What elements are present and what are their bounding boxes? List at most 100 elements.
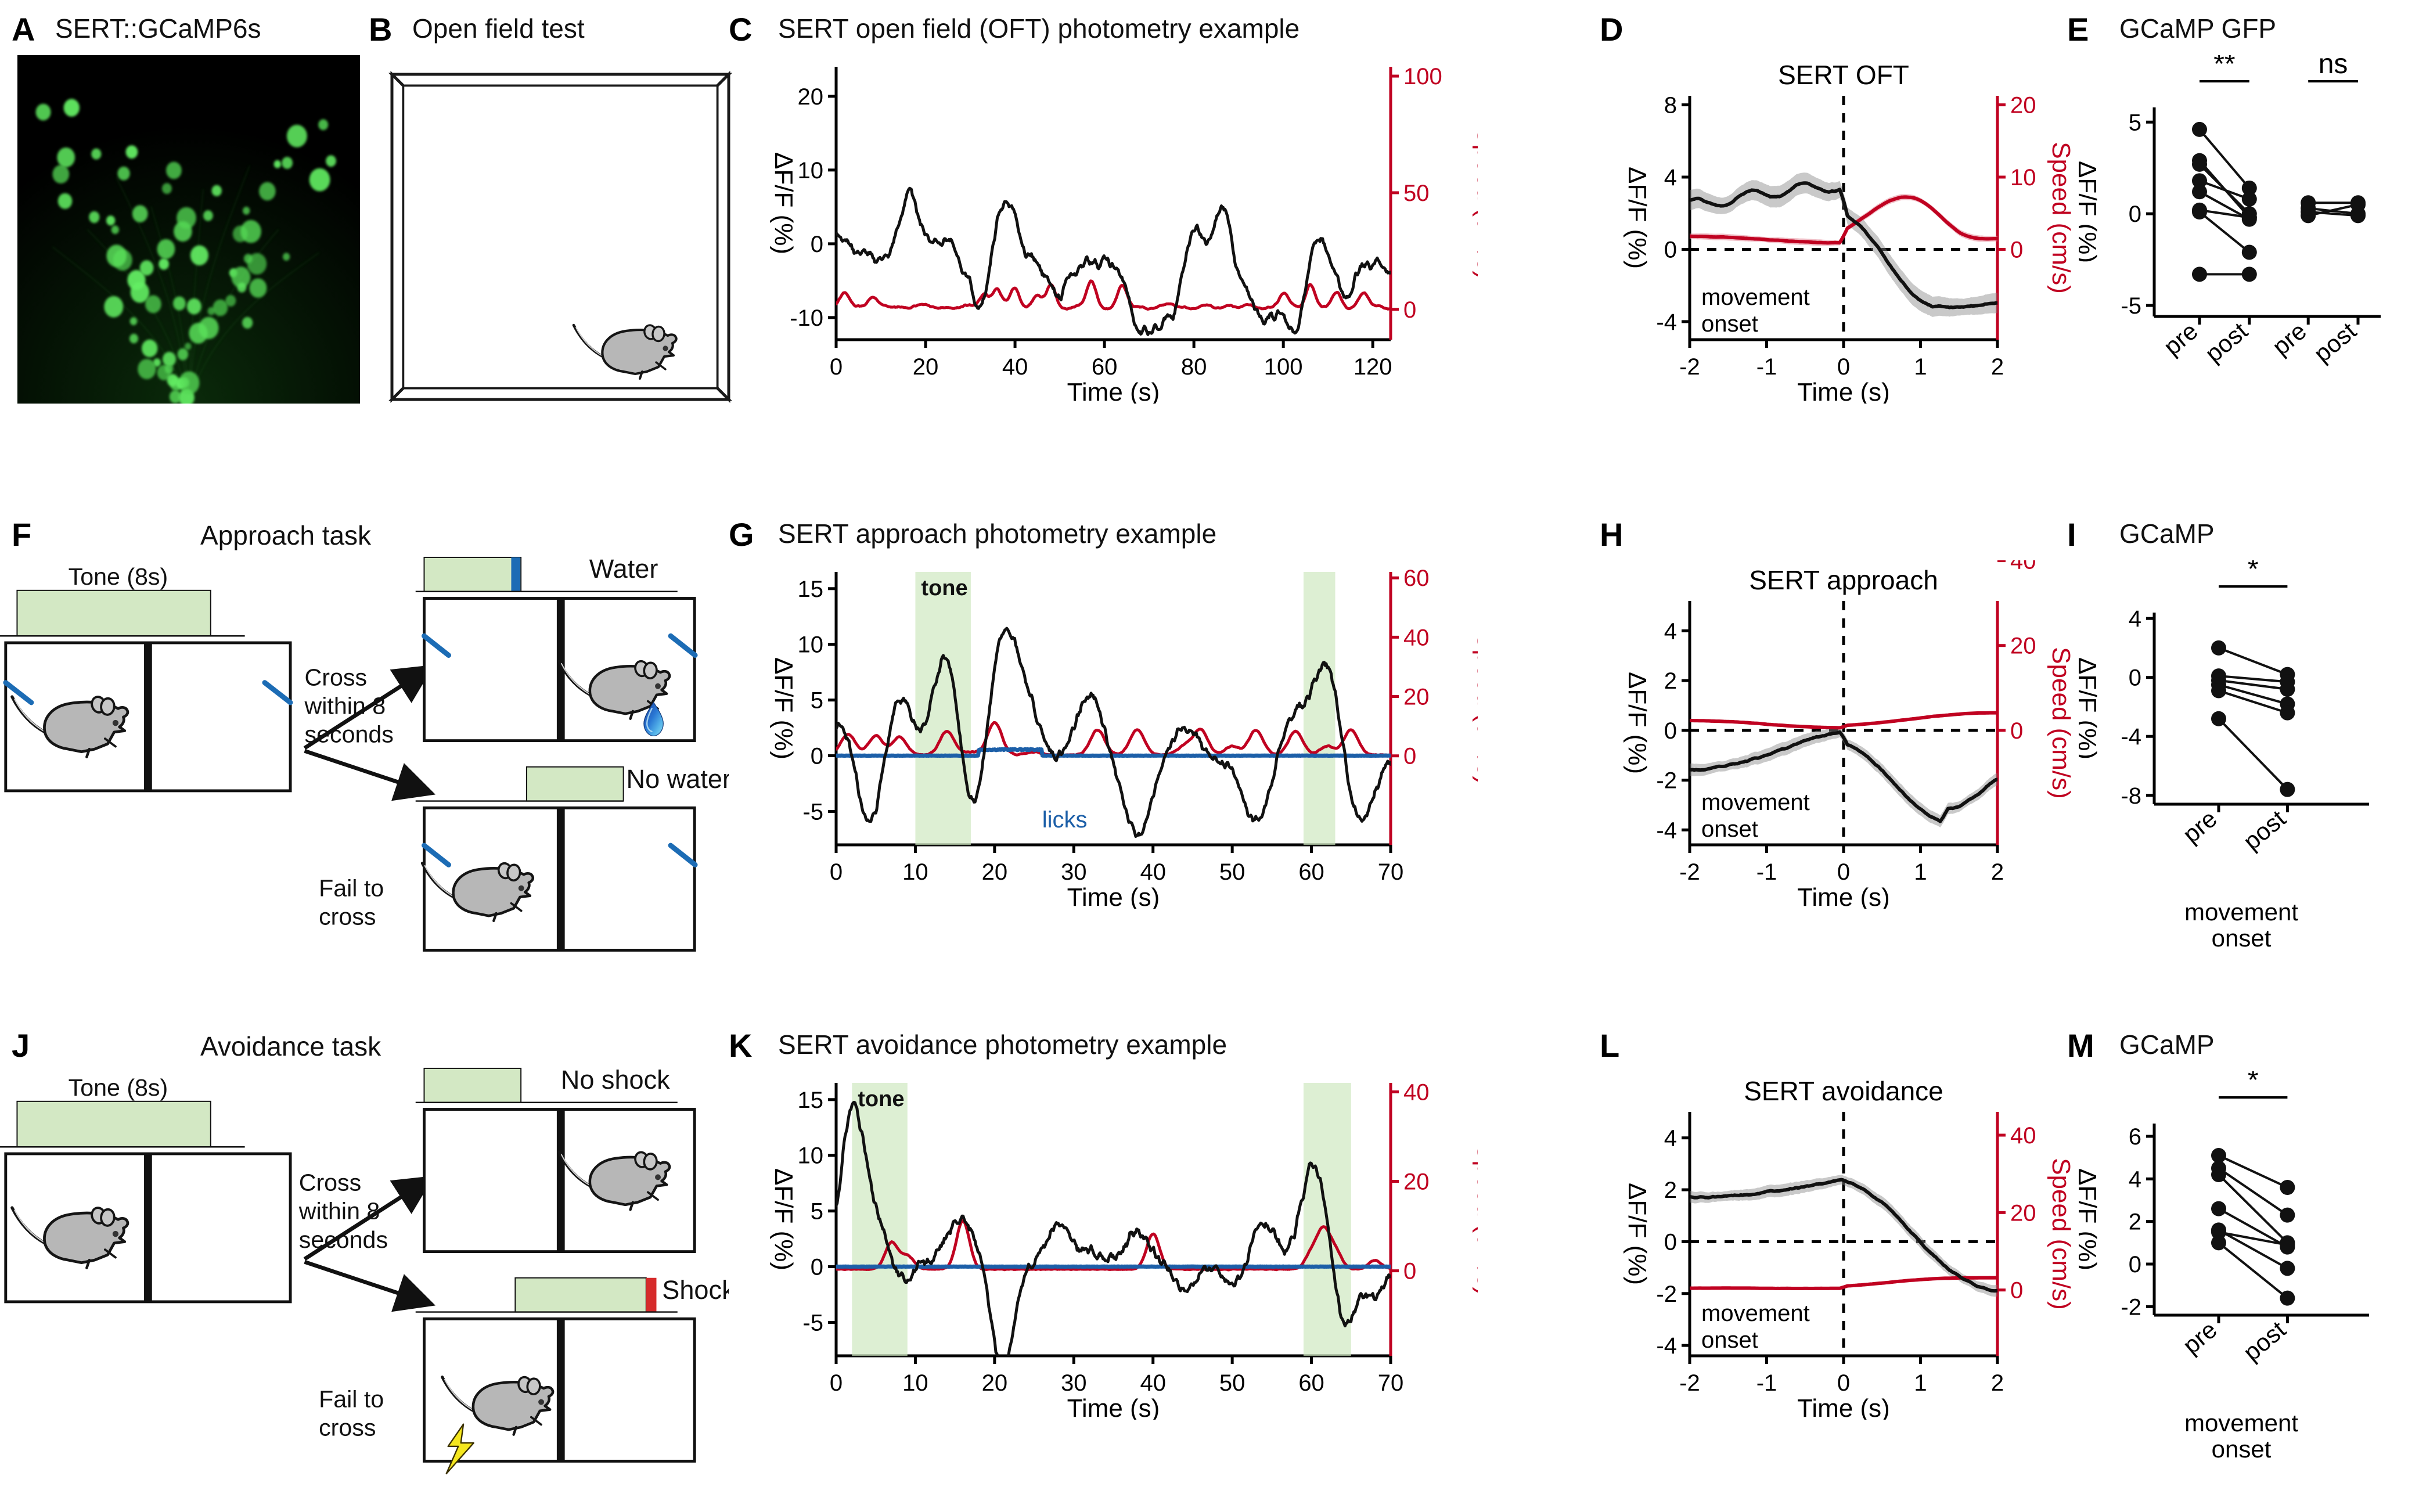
svg-text:movement: movement (2184, 1409, 2298, 1437)
svg-text:-2: -2 (1679, 859, 1700, 885)
svg-text:40: 40 (2010, 560, 2036, 574)
svg-text:60: 60 (1403, 566, 1430, 591)
svg-text:Speed (cm/s): Speed (cm/s) (2047, 647, 2075, 799)
svg-text:5: 5 (811, 1199, 823, 1225)
svg-text:onset: onset (1701, 311, 1758, 337)
svg-text:Speed (cm/s): Speed (cm/s) (1472, 1143, 1478, 1295)
svg-text:pre: pre (2177, 1316, 2222, 1359)
svg-text:20: 20 (1403, 685, 1430, 710)
svg-text:50: 50 (1219, 859, 1246, 885)
svg-text:2: 2 (1991, 1370, 2004, 1396)
svg-text:0: 0 (2129, 1252, 2141, 1277)
svg-text:-2: -2 (2121, 1294, 2141, 1320)
svg-text:Cross: Cross (305, 664, 367, 691)
svg-text:post: post (2200, 317, 2253, 368)
svg-text:Water: Water (589, 554, 658, 584)
svg-text:0: 0 (1664, 237, 1677, 262)
svg-text:40: 40 (1403, 625, 1430, 650)
svg-text:Time (s): Time (s) (1797, 1394, 1890, 1420)
svg-text:0: 0 (830, 1370, 843, 1396)
svg-text:-4: -4 (1656, 1333, 1677, 1359)
svg-text:ΔF/F (%): ΔF/F (%) (2079, 1168, 2101, 1270)
svg-text:ΔF/F (%): ΔF/F (%) (769, 1168, 798, 1270)
svg-text:0: 0 (811, 1255, 823, 1280)
svg-text:100: 100 (1403, 64, 1442, 89)
svg-text:Time (s): Time (s) (1067, 1394, 1160, 1420)
svg-text:4: 4 (2129, 1167, 2141, 1192)
svg-text:100: 100 (1264, 354, 1303, 380)
svg-text:1: 1 (1914, 859, 1927, 885)
svg-text:pre: pre (2177, 805, 2222, 848)
svg-text:-2: -2 (1679, 354, 1700, 380)
svg-text:No shock: No shock (561, 1065, 670, 1095)
svg-text:movement: movement (1701, 790, 1810, 815)
svg-text:40: 40 (2010, 1123, 2036, 1149)
svg-text:20: 20 (913, 354, 939, 380)
svg-text:0: 0 (1403, 1259, 1416, 1284)
svg-text:10: 10 (798, 158, 824, 183)
svg-text:5: 5 (811, 688, 823, 714)
svg-text:0: 0 (811, 744, 823, 769)
svg-text:60: 60 (1092, 354, 1118, 380)
svg-text:1: 1 (1914, 1370, 1927, 1396)
svg-text:post: post (2238, 1316, 2291, 1366)
svg-text:50: 50 (1403, 181, 1430, 206)
svg-text:-2: -2 (1656, 768, 1677, 794)
svg-text:ns: ns (2319, 55, 2348, 80)
svg-text:4: 4 (1664, 618, 1677, 644)
svg-text:licks: licks (1042, 807, 1088, 833)
svg-text:onset: onset (2212, 924, 2272, 952)
svg-text:0: 0 (1403, 744, 1416, 769)
svg-text:8: 8 (1664, 93, 1677, 118)
svg-text:-1: -1 (1756, 354, 1777, 380)
svg-text:30: 30 (1061, 859, 1087, 885)
svg-text:-5: -5 (802, 799, 823, 825)
svg-text:-4: -4 (1656, 818, 1677, 843)
svg-text:0: 0 (2010, 237, 2023, 262)
svg-text:**: ** (2213, 55, 2235, 80)
svg-text:-2: -2 (1679, 1370, 1700, 1396)
svg-text:2: 2 (2129, 1209, 2141, 1235)
svg-text:0: 0 (1837, 859, 1850, 885)
svg-text:-5: -5 (802, 1310, 823, 1335)
svg-text:post: post (2309, 317, 2362, 368)
svg-text:80: 80 (1181, 354, 1207, 380)
svg-text:10: 10 (2010, 165, 2036, 190)
svg-text:4: 4 (1664, 165, 1677, 190)
svg-text:onset: onset (1701, 816, 1758, 842)
svg-text:60: 60 (1298, 1370, 1324, 1396)
svg-text:pre: pre (2158, 317, 2203, 361)
svg-text:-4: -4 (2121, 724, 2141, 750)
svg-text:ΔF/F (%): ΔF/F (%) (769, 657, 798, 759)
svg-text:Speed (cm/s): Speed (cm/s) (2047, 142, 2075, 294)
svg-text:movement: movement (1701, 285, 1810, 310)
svg-text:-8: -8 (2121, 783, 2141, 809)
svg-text:5: 5 (2129, 110, 2141, 135)
svg-text:SERT approach: SERT approach (1749, 565, 1938, 595)
svg-text:0: 0 (2010, 718, 2023, 744)
svg-text:0: 0 (2129, 201, 2141, 227)
svg-text:Time (s): Time (s) (1067, 883, 1160, 909)
svg-text:No water: No water (627, 764, 729, 794)
svg-text:seconds: seconds (305, 721, 394, 748)
svg-text:ΔF/F (%): ΔF/F (%) (1623, 1183, 1651, 1285)
svg-text:ΔF/F (%): ΔF/F (%) (769, 152, 798, 254)
svg-text:ΔF/F (%): ΔF/F (%) (2079, 657, 2101, 759)
svg-text:cross: cross (319, 903, 376, 930)
svg-text:Speed (cm/s): Speed (cm/s) (1472, 632, 1478, 784)
svg-text:0: 0 (2010, 1278, 2023, 1304)
svg-text:*: * (2248, 1071, 2259, 1096)
svg-text:Shock: Shock (662, 1275, 729, 1305)
svg-text:cross: cross (319, 1414, 376, 1441)
svg-text:Cross: Cross (299, 1169, 361, 1196)
svg-text:2: 2 (1991, 354, 2004, 380)
svg-text:Time (s): Time (s) (1797, 883, 1890, 909)
svg-text:20: 20 (2010, 1200, 2036, 1226)
svg-text:Tone (8s): Tone (8s) (69, 1074, 168, 1101)
svg-text:50: 50 (1219, 1370, 1246, 1396)
svg-text:ΔF/F (%): ΔF/F (%) (1623, 672, 1651, 774)
svg-text:-1: -1 (1756, 1370, 1777, 1396)
svg-text:10: 10 (798, 1143, 824, 1169)
svg-text:20: 20 (798, 84, 824, 110)
svg-text:10: 10 (902, 1370, 928, 1396)
